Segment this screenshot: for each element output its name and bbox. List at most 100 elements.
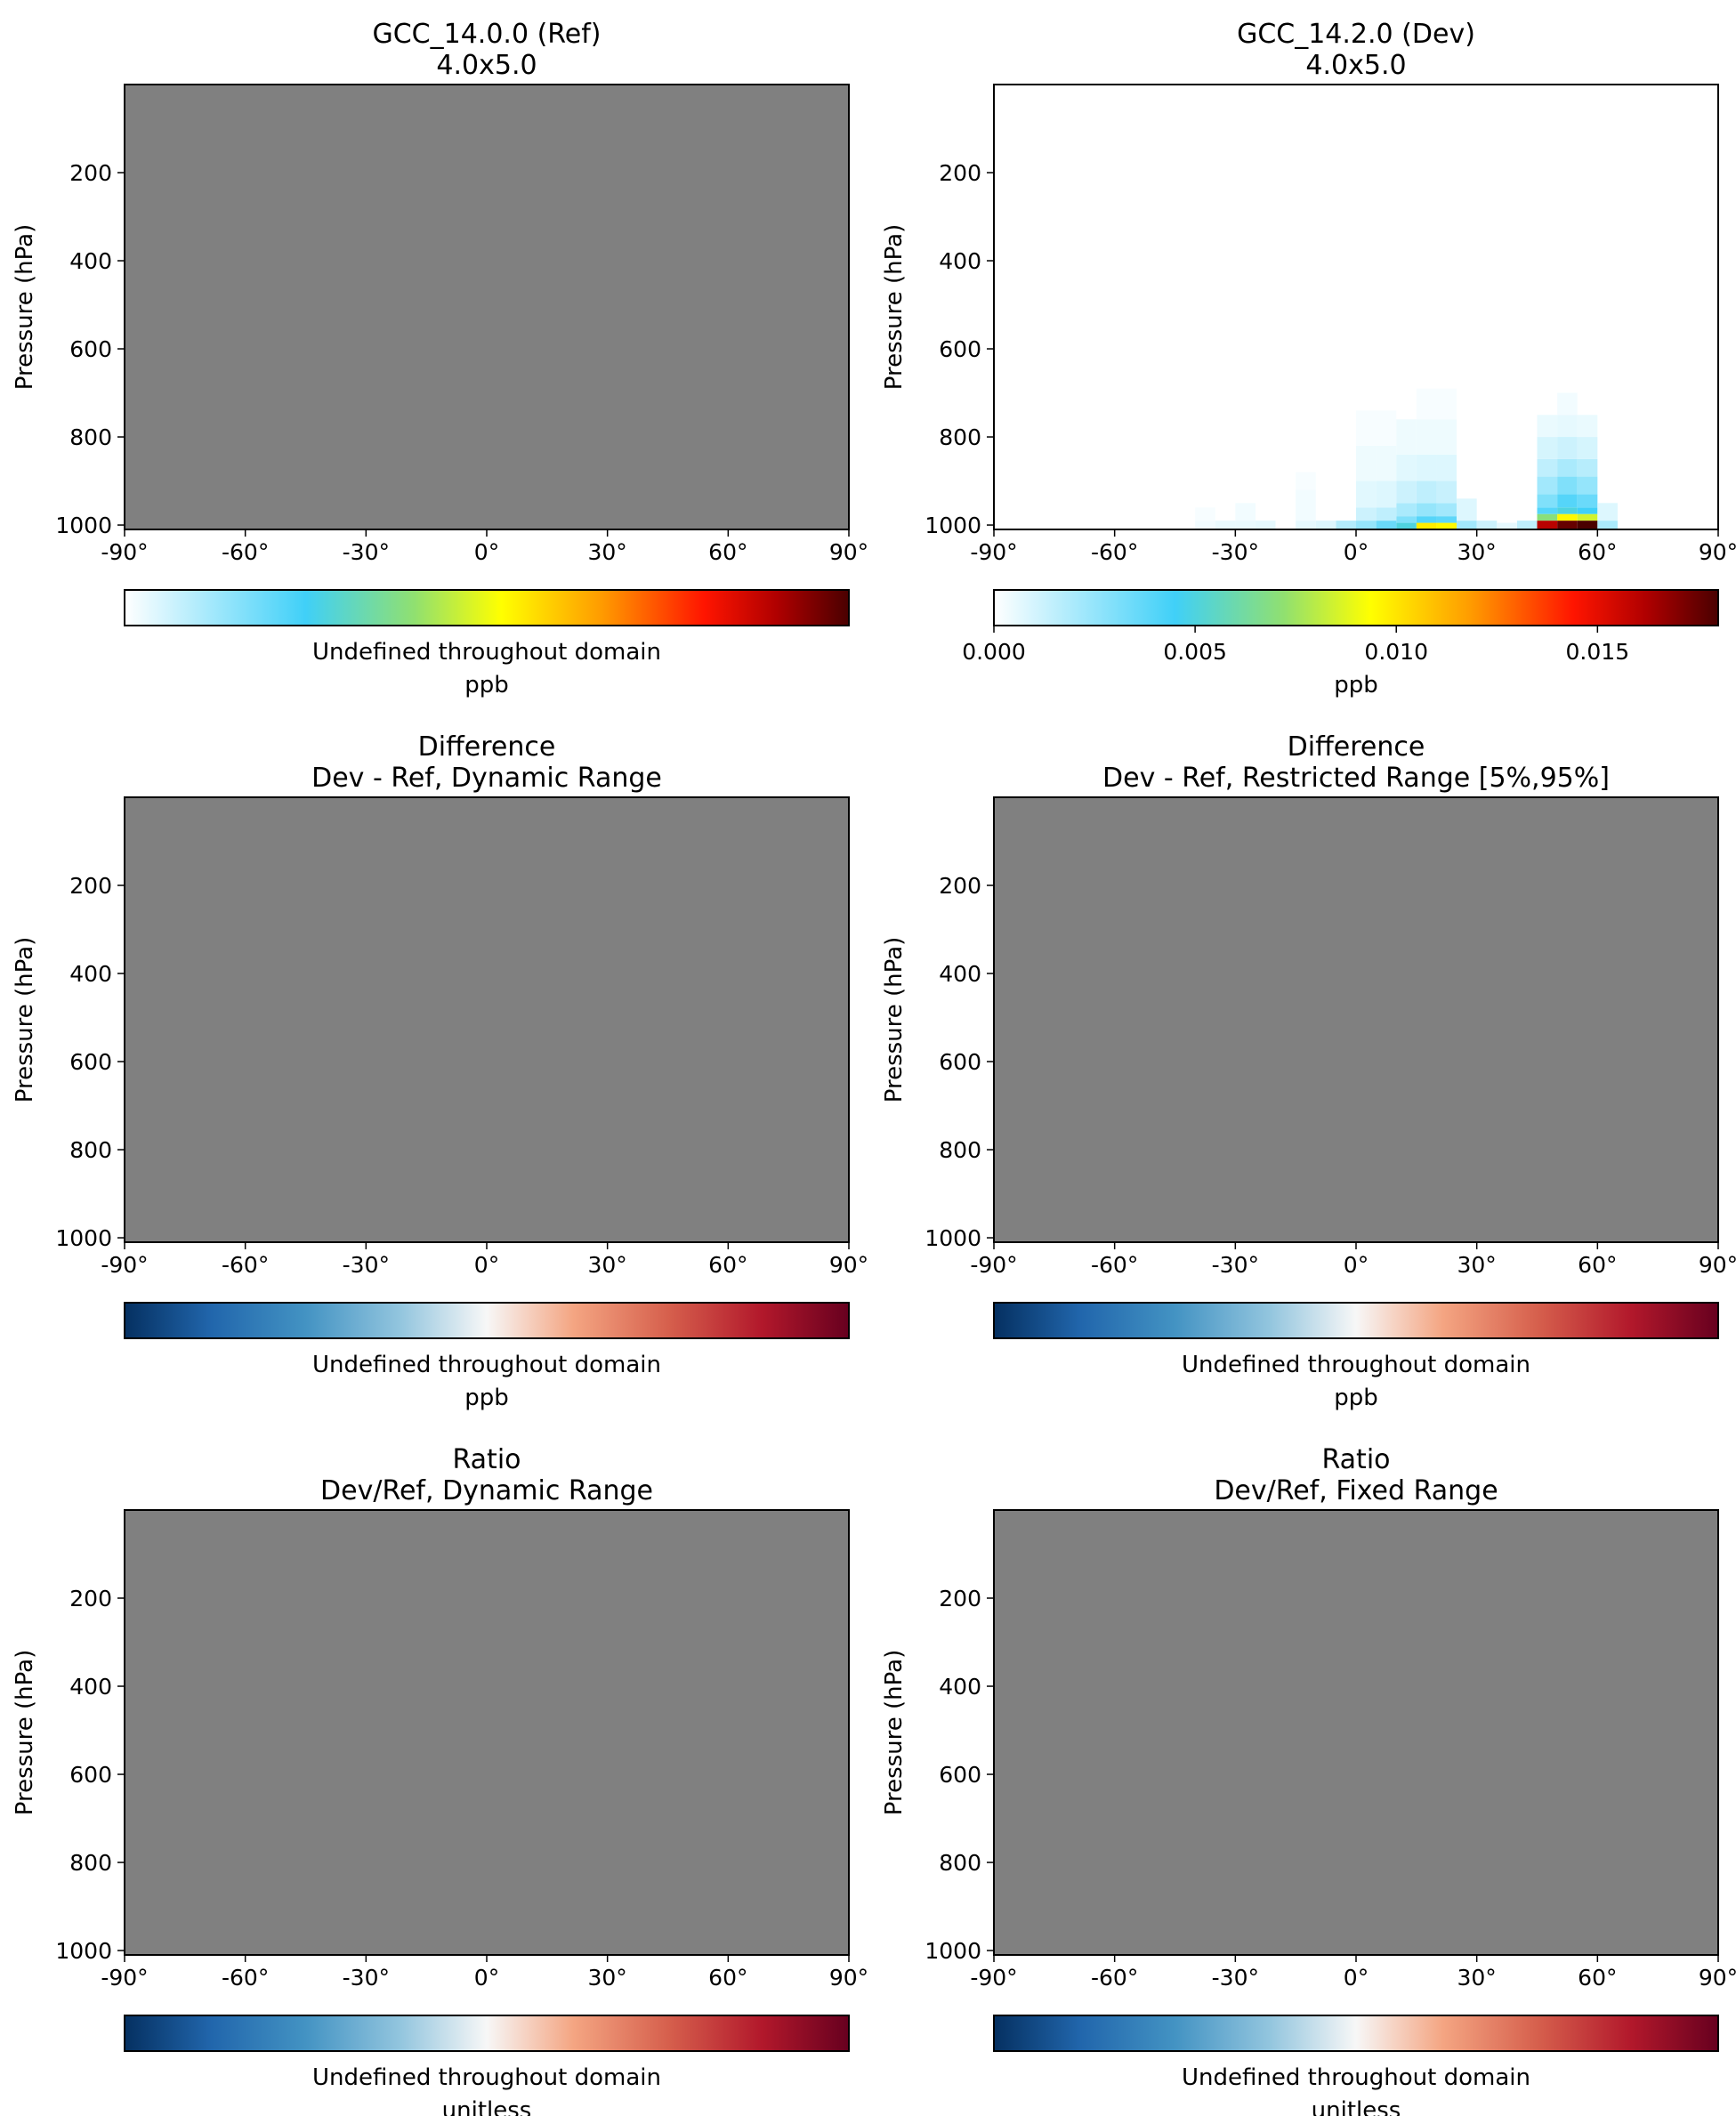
data-cell — [1557, 392, 1578, 416]
y-axis-label: Pressure (hPa) — [12, 1650, 38, 1816]
y-tick-label: 200 — [939, 873, 981, 899]
panel-title: GCC_14.2.0 (Dev) — [1237, 19, 1475, 50]
panel-subtitle: Dev/Ref, Dynamic Range — [320, 1475, 653, 1506]
colorbar-label: Undefined throughout domain — [312, 2064, 661, 2091]
x-tick-label: 90° — [829, 1965, 868, 1991]
panel-title: Difference — [1288, 731, 1425, 763]
colorbar-units: ppb — [464, 1385, 509, 1411]
data-cell — [1396, 419, 1417, 455]
y-tick-label: 800 — [939, 424, 981, 450]
colorbar-label: Undefined throughout domain — [1182, 1352, 1530, 1378]
x-tick-label: 0° — [474, 539, 499, 565]
y-tick-label: 200 — [69, 873, 112, 899]
x-tick-label: -90° — [101, 1965, 148, 1991]
x-tick-label: -30° — [1212, 1252, 1259, 1278]
y-tick-label: 400 — [939, 961, 981, 987]
x-tick-label: 0° — [474, 1252, 499, 1278]
colorbar-label: Undefined throughout domain — [1182, 2064, 1530, 2091]
data-cell — [1416, 454, 1437, 481]
x-tick-label: -30° — [1212, 1965, 1259, 1991]
panel-subtitle: 4.0x5.0 — [436, 50, 537, 81]
data-cell — [1416, 419, 1437, 455]
y-tick-label: 800 — [69, 424, 112, 450]
y-tick-label: 800 — [69, 1137, 112, 1163]
colorbar-units: ppb — [464, 672, 509, 699]
colorbar — [993, 2015, 1719, 2052]
panel-subtitle: 4.0x5.0 — [1305, 50, 1406, 81]
data-cell — [1516, 521, 1538, 529]
y-tick-label: 600 — [939, 336, 981, 362]
panel-subtitle: Dev - Ref, Restricted Range [5%,95%] — [1102, 763, 1610, 794]
x-tick-label: 0° — [1344, 1252, 1369, 1278]
y-tick-label: 600 — [69, 1762, 112, 1788]
colorbar-units: ppb — [1334, 1385, 1378, 1411]
colorbar-tick-label: 0.005 — [1163, 639, 1227, 665]
data-cell — [1577, 476, 1598, 495]
panel-2: GCC_14.2.0 (Dev)4.0x5.0 -90° -60° -30° 0° 30°… — [881, 19, 1736, 699]
colorbar-tick-label: 0.000 — [962, 639, 1026, 665]
y-tick-label: 400 — [939, 248, 981, 274]
data-cell — [1436, 388, 1457, 420]
data-cell — [1577, 521, 1598, 529]
x-tick-label: -90° — [970, 1252, 1017, 1278]
data-cell — [1436, 516, 1457, 523]
data-cell — [1537, 507, 1558, 514]
x-tick-label: -90° — [101, 1252, 148, 1278]
colorbar — [124, 2015, 850, 2052]
x-tick-label: -60° — [1091, 539, 1138, 565]
y-tick-label: 1000 — [55, 513, 112, 538]
colorbar-units: unitless — [442, 2097, 532, 2116]
colorbar-label: Undefined throughout domain — [312, 639, 661, 666]
plot-fill — [994, 1510, 1718, 1955]
data-cell — [1557, 437, 1578, 459]
data-cell — [1597, 503, 1618, 521]
data-cell — [1577, 507, 1598, 514]
data-cell — [1195, 507, 1215, 521]
y-tick-label: 1000 — [55, 1938, 112, 1964]
colorbar-tick-label: 0.015 — [1566, 639, 1630, 665]
data-cell — [1597, 521, 1618, 529]
data-cell — [1296, 489, 1316, 521]
x-tick-label: -60° — [222, 539, 269, 565]
data-cell — [1537, 521, 1558, 529]
y-tick-label: 400 — [69, 961, 112, 987]
y-tick-label: 400 — [69, 248, 112, 274]
x-tick-label: 90° — [1699, 1965, 1736, 1991]
data-cell — [1195, 521, 1215, 529]
panel-title: Difference — [418, 731, 556, 763]
data-cell — [1577, 458, 1598, 477]
x-tick-label: 90° — [829, 539, 868, 565]
data-cell — [1356, 521, 1377, 529]
colorbar — [993, 1302, 1719, 1339]
panel-title: Ratio — [1321, 1444, 1390, 1475]
y-tick-label: 600 — [69, 336, 112, 362]
data-cell — [1396, 516, 1417, 523]
data-cell — [1557, 415, 1578, 438]
data-cell — [1537, 437, 1558, 459]
colorbar — [124, 589, 850, 626]
data-cell — [1557, 513, 1578, 521]
x-tick-label: -60° — [222, 1252, 269, 1278]
y-tick-label: 400 — [69, 1674, 112, 1700]
x-tick-label: 30° — [588, 1252, 627, 1278]
x-tick-label: 90° — [829, 1252, 868, 1278]
x-tick-label: 30° — [1457, 539, 1497, 565]
y-tick-label: 200 — [69, 160, 112, 186]
y-axis-label: Pressure (hPa) — [12, 224, 38, 391]
x-tick-label: 30° — [588, 539, 627, 565]
y-tick-label: 600 — [939, 1049, 981, 1075]
data-cell — [1416, 503, 1437, 517]
data-cell — [1557, 494, 1578, 508]
data-cell — [1557, 521, 1578, 529]
data-cell — [1457, 521, 1477, 529]
data-cell — [1396, 454, 1417, 481]
data-cell — [1336, 521, 1356, 529]
x-tick-label: -90° — [970, 539, 1017, 565]
data-cell — [1557, 458, 1578, 477]
data-cell — [1577, 437, 1598, 459]
y-tick-label: 400 — [939, 1674, 981, 1700]
